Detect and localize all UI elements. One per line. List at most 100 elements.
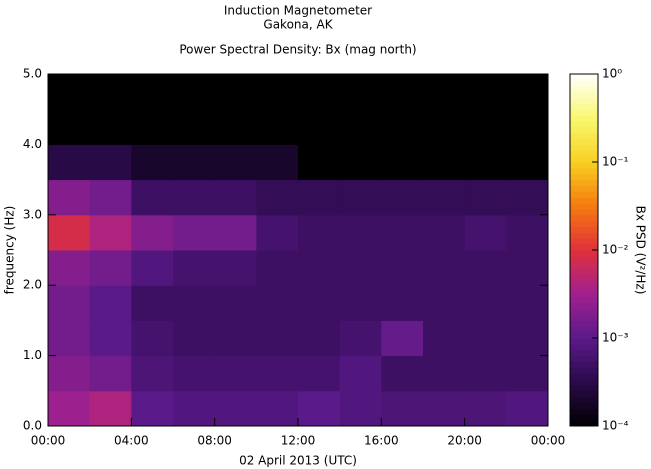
heatmap-cell	[506, 320, 549, 357]
heatmap-cell	[423, 179, 466, 216]
y-tick-label: 2.0	[23, 278, 42, 292]
heatmap-cell	[381, 214, 424, 251]
heatmap-cell	[506, 250, 549, 286]
heatmap-cell	[464, 74, 507, 110]
heatmap-cell	[89, 74, 132, 110]
heatmap-cell	[173, 144, 216, 181]
heatmap-cell	[131, 320, 174, 357]
heatmap-cell	[423, 355, 466, 392]
colorbar-step	[570, 226, 598, 233]
colorbar-step	[570, 173, 598, 181]
heatmap-cell	[464, 285, 507, 321]
heatmap-cell	[339, 144, 382, 181]
colorbar-step	[570, 420, 598, 427]
colorbar-step	[570, 291, 598, 298]
heatmap-cell	[339, 250, 382, 286]
colorbar-tick-label: 10⁻²	[602, 243, 629, 257]
heatmap-cell	[89, 179, 132, 216]
colorbar-step	[570, 208, 598, 216]
colorbar-step	[570, 220, 598, 228]
heatmap-cell	[339, 179, 382, 216]
heatmap-cell	[339, 355, 382, 392]
heatmap-cell	[506, 179, 549, 216]
heatmap-cell	[423, 250, 466, 286]
colorbar-tick-label: 10⁰	[602, 67, 622, 81]
heatmap-cell	[298, 355, 341, 392]
colorbar-step	[570, 85, 598, 93]
heatmap-cell	[48, 320, 91, 357]
heatmap-cell	[423, 214, 466, 251]
colorbar-step	[570, 185, 598, 192]
y-tick-label: 1.0	[23, 348, 42, 362]
x-tick-label: 12:00	[281, 434, 316, 448]
heatmap-cell	[89, 144, 132, 181]
colorbar-step	[570, 408, 598, 415]
heatmap-cell	[464, 250, 507, 286]
heatmap-cell	[298, 74, 341, 110]
colorbar-step	[570, 314, 598, 321]
heatmap-cell	[464, 320, 507, 357]
heatmap-cell	[298, 109, 341, 145]
heatmap-cell	[381, 74, 424, 110]
heatmap-cell	[48, 250, 91, 286]
heatmap-cell	[173, 214, 216, 251]
heatmap-cell	[256, 390, 299, 427]
heatmap-cell	[298, 214, 341, 251]
y-tick-label: 4.0	[23, 137, 42, 151]
heatmap-cell	[464, 179, 507, 216]
colorbar-step	[570, 261, 598, 269]
heatmap-cell	[48, 74, 91, 110]
colorbar-step	[570, 244, 598, 251]
colorbar-step	[570, 126, 598, 134]
heatmap-cell	[173, 355, 216, 392]
heatmap-cell	[48, 109, 91, 145]
y-tick-label: 0.0	[23, 419, 42, 433]
heatmap-cell	[464, 214, 507, 251]
heatmap-cell	[506, 144, 549, 181]
heatmap-cell	[506, 109, 549, 145]
heatmap-cell	[173, 285, 216, 321]
heatmap-cell	[214, 355, 257, 392]
heatmap-cell	[506, 285, 549, 321]
x-tick-label: 20:00	[447, 434, 482, 448]
colorbar-step	[570, 320, 598, 327]
heatmap-cell	[423, 390, 466, 427]
x-tick-label: 00:00	[531, 434, 566, 448]
heatmap-cell	[214, 179, 257, 216]
heatmap-cell	[506, 214, 549, 251]
colorbar-step	[570, 79, 598, 87]
colorbar-step	[570, 414, 598, 421]
heatmap-cell	[89, 390, 132, 427]
heatmap-cell	[131, 109, 174, 145]
heatmap-cell	[298, 320, 341, 357]
heatmap-cell	[214, 109, 257, 145]
heatmap-cell	[173, 250, 216, 286]
colorbar-step	[570, 156, 598, 163]
heatmap-cell	[423, 109, 466, 145]
colorbar-step	[570, 115, 598, 122]
colorbar-label: Bx PSD (V²/Hz)	[634, 206, 648, 295]
heatmap-cell	[89, 320, 132, 357]
colorbar-step	[570, 144, 598, 151]
colorbar-step	[570, 343, 598, 351]
colorbar-step	[570, 308, 598, 316]
heatmap-cell	[298, 285, 341, 321]
colorbar-step	[570, 302, 598, 310]
heatmap-cell	[298, 390, 341, 427]
heatmap-cell	[339, 214, 382, 251]
heatmap-cell	[381, 144, 424, 181]
heatmap-cell	[381, 285, 424, 321]
heatmap-cell	[131, 179, 174, 216]
heatmap-cell	[256, 355, 299, 392]
colorbar-step	[570, 285, 598, 292]
colorbar-step	[570, 214, 598, 222]
heatmap-cell	[256, 320, 299, 357]
heatmap-cell	[48, 144, 91, 181]
colorbar-step	[570, 390, 598, 398]
heatmap-cell	[89, 355, 132, 392]
heatmap-cell	[173, 74, 216, 110]
colorbar-step	[570, 267, 598, 274]
heatmap-cell	[464, 390, 507, 427]
heatmap-cell	[339, 109, 382, 145]
heatmap-cell	[214, 250, 257, 286]
